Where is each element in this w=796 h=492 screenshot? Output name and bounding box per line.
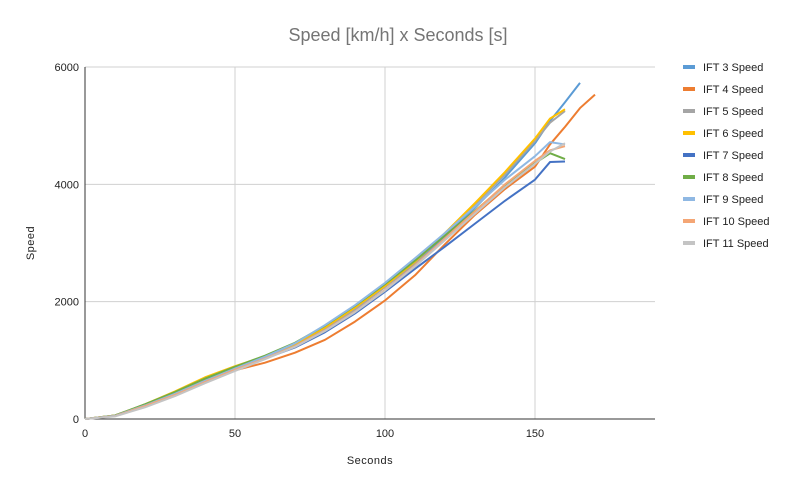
legend-label: IFT 8 Speed xyxy=(703,172,763,184)
x-tick-label: 0 xyxy=(82,428,88,440)
series-line-ift-3-speed xyxy=(84,82,581,420)
legend-label: IFT 10 Speed xyxy=(703,216,769,228)
x-axis-label: Seconds xyxy=(347,455,393,467)
x-tick-label: 50 xyxy=(229,428,241,440)
series-line-ift-8-speed xyxy=(84,152,566,420)
legend-swatch xyxy=(683,153,695,157)
legend-swatch xyxy=(683,87,695,91)
y-axis-label: Speed xyxy=(25,226,37,260)
legend-label: IFT 7 Speed xyxy=(703,150,763,162)
legend-label: IFT 3 Speed xyxy=(703,62,763,74)
y-tick-label: 4000 xyxy=(55,179,79,191)
series-line-ift-11-speed xyxy=(84,142,566,420)
series-line-ift-6-speed xyxy=(84,108,566,420)
legend-swatch xyxy=(683,65,695,69)
y-tick-label: 2000 xyxy=(55,297,79,309)
legend-swatch xyxy=(683,241,695,245)
chart-title: Speed [km/h] x Seconds [s] xyxy=(288,25,507,45)
x-tick-label: 150 xyxy=(526,428,544,440)
x-tick-label: 100 xyxy=(376,428,394,440)
series-line-ift-5-speed xyxy=(84,110,566,420)
y-tick-label: 0 xyxy=(73,414,79,426)
legend-swatch xyxy=(683,131,695,135)
legend-label: IFT 5 Speed xyxy=(703,106,763,118)
legend-swatch xyxy=(683,219,695,223)
y-tick-label: 6000 xyxy=(55,62,79,74)
legend-label: IFT 11 Speed xyxy=(703,238,769,250)
series-line-ift-9-speed xyxy=(84,141,566,420)
legend-label: IFT 4 Speed xyxy=(703,84,763,96)
legend-label: IFT 6 Speed xyxy=(703,128,763,140)
legend-swatch xyxy=(683,197,695,201)
legend-swatch xyxy=(683,109,695,113)
legend-swatch xyxy=(683,175,695,179)
series-line-ift-4-speed xyxy=(84,93,596,420)
legend-label: IFT 9 Speed xyxy=(703,194,763,206)
